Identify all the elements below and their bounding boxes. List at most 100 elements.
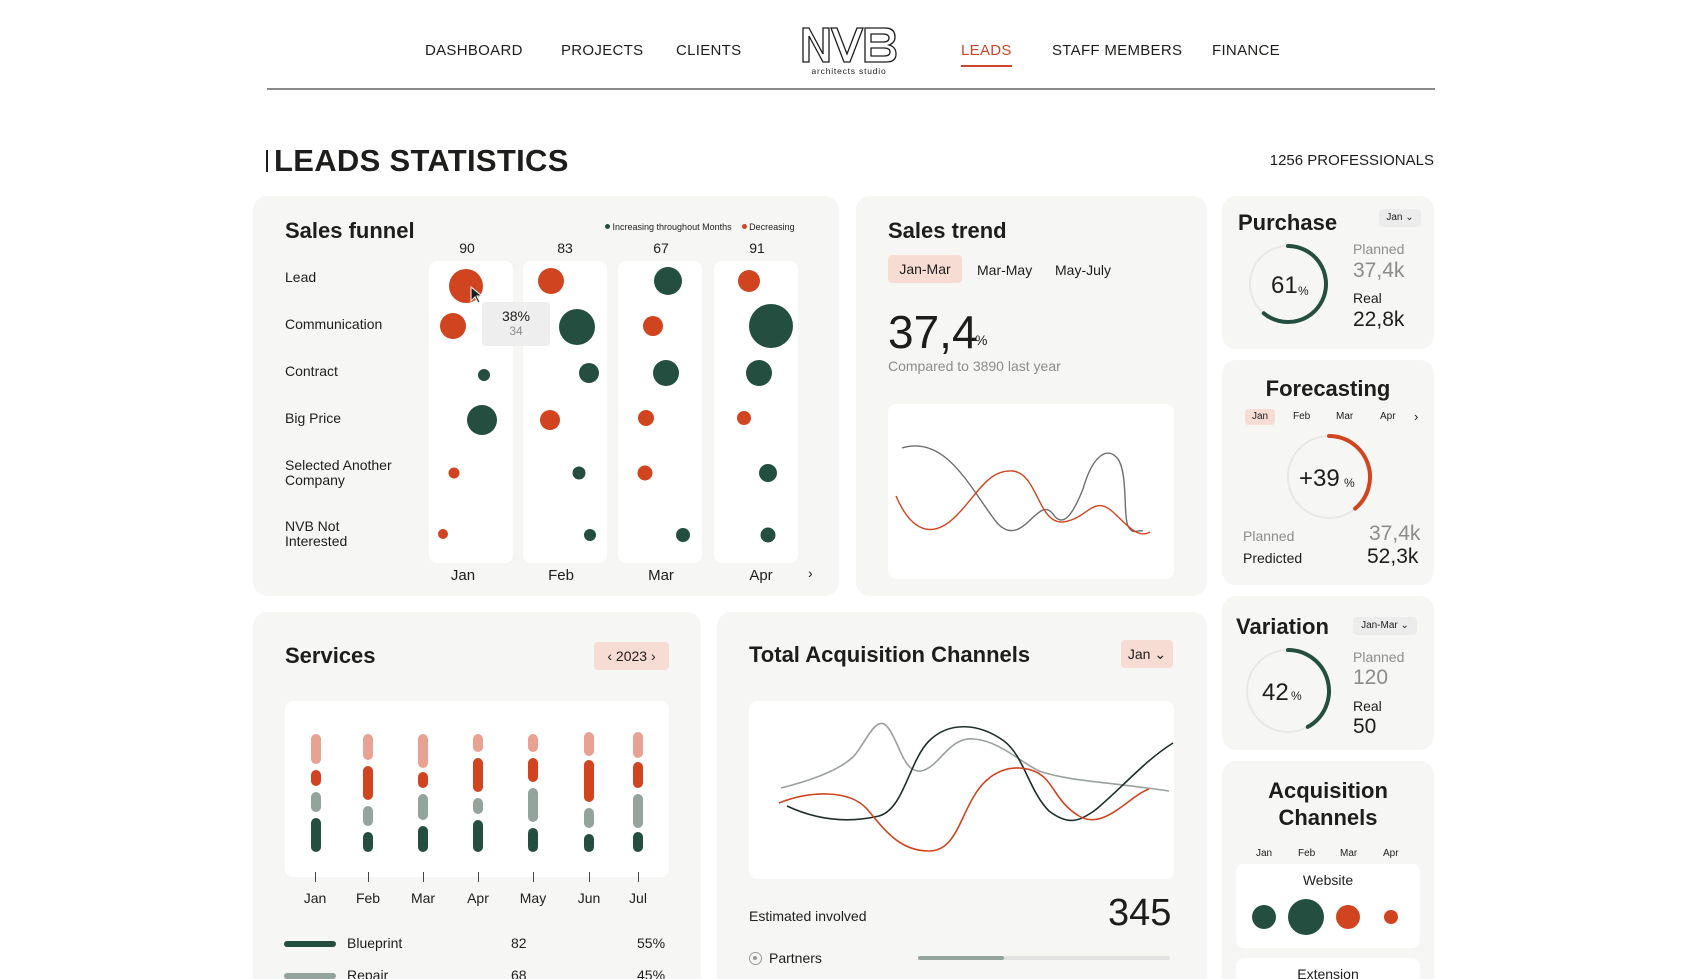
- nav-projects[interactable]: PROJECTS: [561, 42, 644, 59]
- funnel-dot[interactable]: [653, 360, 679, 386]
- services-bar[interactable]: [418, 734, 428, 768]
- services-bar[interactable]: [473, 798, 483, 814]
- services-bar[interactable]: [418, 794, 428, 820]
- funnel-dot[interactable]: [759, 464, 777, 482]
- funnel-dot[interactable]: [637, 465, 653, 481]
- forecast-month-feb[interactable]: Feb: [1293, 411, 1311, 422]
- services-bar[interactable]: [633, 794, 643, 828]
- purchase-period-select[interactable]: Jan ⌄: [1379, 209, 1421, 227]
- services-bar[interactable]: [473, 734, 483, 752]
- services-bar[interactable]: [584, 808, 594, 828]
- funnel-dot[interactable]: [584, 529, 596, 541]
- funnel-dot[interactable]: [749, 304, 793, 348]
- services-year-select[interactable]: ‹ 2023 ›: [594, 642, 669, 670]
- services-bar[interactable]: [473, 820, 483, 852]
- funnel-column-mar[interactable]: [618, 261, 702, 563]
- services-bar[interactable]: [528, 758, 538, 782]
- funnel-dot[interactable]: [478, 369, 490, 381]
- total-acq-period-select[interactable]: Jan ⌄: [1121, 640, 1173, 668]
- acq-small-month-jan[interactable]: Jan: [1256, 848, 1273, 859]
- variation-period-select[interactable]: Jan-Mar ⌄: [1353, 617, 1417, 635]
- nav-finance[interactable]: FINANCE: [1212, 42, 1280, 59]
- services-bar[interactable]: [311, 770, 321, 786]
- forecast-month-apr[interactable]: Apr: [1380, 411, 1396, 422]
- chevron-down-icon: ⌄: [1405, 212, 1414, 223]
- funnel-dot[interactable]: [440, 313, 466, 339]
- funnel-stage-big-price: Big Price: [285, 410, 342, 426]
- acq-website-dot[interactable]: [1288, 899, 1324, 935]
- professionals-count: 1256 PROFESSIONALS: [1269, 152, 1434, 169]
- services-bar[interactable]: [363, 806, 373, 826]
- funnel-next-chevron-icon[interactable]: ›: [808, 565, 813, 581]
- funnel-dot[interactable]: [540, 410, 560, 430]
- funnel-dot[interactable]: [760, 527, 776, 543]
- total-acq-line-orange: [778, 767, 1150, 852]
- services-bar[interactable]: [363, 734, 373, 760]
- services-bar[interactable]: [363, 766, 373, 800]
- acq-small-month-mar[interactable]: Mar: [1340, 848, 1358, 859]
- partners-radio[interactable]: [749, 952, 762, 965]
- funnel-dot[interactable]: [654, 267, 682, 295]
- nav-leads[interactable]: LEADS: [961, 42, 1012, 67]
- acq-small-month-feb[interactable]: Feb: [1298, 848, 1316, 859]
- services-bar[interactable]: [528, 734, 538, 752]
- nav-clients[interactable]: CLIENTS: [676, 42, 742, 59]
- nvb-logo[interactable]: architects studio: [801, 24, 897, 76]
- nav-staff-members[interactable]: STAFF MEMBERS: [1052, 42, 1183, 59]
- variation-unit: %: [1291, 689, 1302, 703]
- forecasting-title: Forecasting: [1265, 376, 1391, 401]
- services-bar[interactable]: [633, 762, 643, 788]
- variation-percent: 42: [1262, 679, 1289, 706]
- services-bar[interactable]: [363, 832, 373, 852]
- services-bar[interactable]: [528, 828, 538, 852]
- services-bar[interactable]: [584, 732, 594, 756]
- services-bar[interactable]: [584, 760, 594, 802]
- services-bar[interactable]: [473, 758, 483, 792]
- trend-tab-jan-mar[interactable]: Jan-Mar: [888, 255, 962, 283]
- funnel-dot[interactable]: [643, 316, 663, 336]
- services-tick: [315, 872, 316, 882]
- funnel-dot[interactable]: [538, 268, 564, 294]
- funnel-dot[interactable]: [737, 411, 751, 425]
- services-tick: [423, 872, 424, 882]
- acq-website-dot[interactable]: [1384, 910, 1398, 924]
- funnel-dot[interactable]: [738, 270, 760, 292]
- variation-real-label: Real: [1353, 698, 1382, 714]
- forecast-next-chevron-icon[interactable]: ›: [1414, 409, 1419, 424]
- trend-tab-mar-may[interactable]: Mar-May: [977, 262, 1033, 278]
- services-bar[interactable]: [418, 772, 428, 788]
- legend-increasing-dot: [605, 224, 610, 229]
- services-bar[interactable]: [528, 788, 538, 822]
- variation-planned-value: 120: [1353, 666, 1389, 689]
- funnel-dot[interactable]: [746, 360, 772, 386]
- acq-website-dot[interactable]: [1336, 905, 1360, 929]
- services-bar[interactable]: [311, 818, 321, 852]
- purchase-title: Purchase: [1238, 210, 1338, 235]
- nav-dashboard[interactable]: DASHBOARD: [425, 42, 523, 59]
- acq-website-dot[interactable]: [1252, 905, 1276, 929]
- funnel-dot[interactable]: [438, 529, 448, 539]
- funnel-dot[interactable]: [448, 467, 460, 479]
- services-bar[interactable]: [311, 792, 321, 812]
- services-bar[interactable]: [311, 734, 321, 764]
- funnel-dot[interactable]: [676, 528, 690, 542]
- variation-planned-label: Planned: [1353, 649, 1405, 665]
- acq-small-title-line1: Acquisition: [1268, 778, 1388, 803]
- services-bar[interactable]: [584, 834, 594, 852]
- chevron-left-icon[interactable]: ‹: [607, 648, 613, 664]
- forecast-month-mar[interactable]: Mar: [1336, 411, 1354, 422]
- acq-small-month-apr[interactable]: Apr: [1383, 848, 1399, 859]
- funnel-dot[interactable]: [467, 405, 497, 435]
- services-bar[interactable]: [633, 732, 643, 758]
- forecast-month-jan[interactable]: Jan: [1245, 409, 1275, 425]
- funnel-dot[interactable]: [572, 466, 586, 480]
- funnel-dot[interactable]: [638, 410, 654, 426]
- chevron-right-icon[interactable]: ›: [650, 648, 656, 664]
- services-bar[interactable]: [418, 826, 428, 852]
- trend-tab-may-july[interactable]: May-July: [1055, 262, 1112, 278]
- funnel-column-apr[interactable]: [714, 261, 798, 563]
- funnel-dot[interactable]: [579, 363, 599, 383]
- funnel-dot[interactable]: [559, 309, 595, 345]
- chevron-down-icon: ⌄: [1154, 646, 1167, 662]
- services-bar[interactable]: [633, 832, 643, 852]
